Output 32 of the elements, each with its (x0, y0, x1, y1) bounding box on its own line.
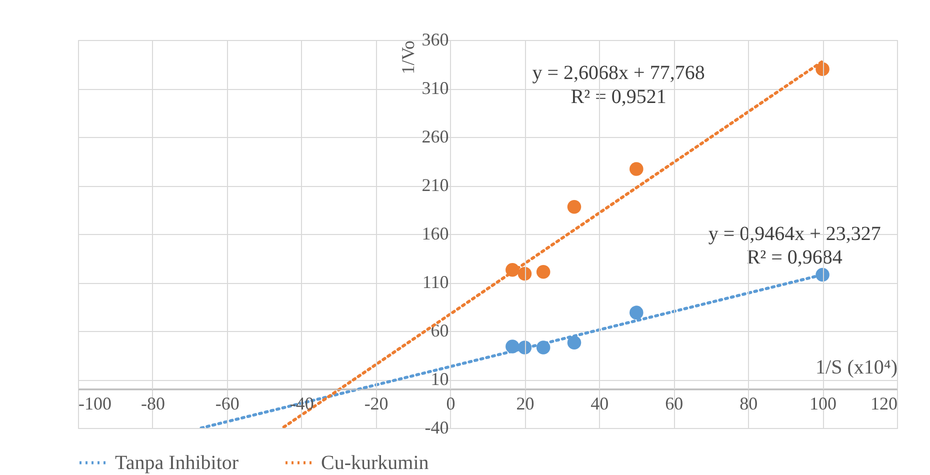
point (567, 336, 582, 350)
y-tick-label: 10 (430, 369, 449, 389)
point (567, 200, 582, 214)
annotation: R² = 0,9684 (746, 246, 842, 268)
x-tick-label: -80 (140, 394, 165, 414)
y-tick-label: 210 (422, 175, 449, 195)
x-tick-label: 80 (740, 394, 758, 414)
y-axis-title: 1/Vo (398, 40, 418, 74)
legend-label: Cu-kurkumin (321, 452, 429, 474)
y-tick-label: 360 (422, 30, 449, 50)
y-tick-label: 310 (422, 78, 449, 98)
x-tick-label: 100 (810, 394, 837, 414)
x-tick-label: 120 (870, 394, 898, 414)
annotation: y = 0,9464x + 23,327 (708, 223, 881, 245)
x-axis-title: 1/S (x10⁴) (816, 356, 898, 379)
legend-label: Tanpa Inhibitor (115, 452, 239, 474)
x-tick-label: -20 (364, 394, 388, 414)
x-tick-label: 0 (446, 394, 456, 414)
x-tick-label: 40 (590, 394, 609, 414)
x-tick-label: -100 (78, 394, 112, 414)
x-tick-label: 20 (516, 394, 534, 414)
y-tick-label: 110 (422, 272, 449, 292)
point (518, 266, 532, 281)
point (630, 306, 644, 320)
y-tick-label: -40 (424, 418, 449, 438)
point (536, 264, 550, 279)
x-tick-label: 60 (665, 394, 684, 414)
point (630, 162, 644, 176)
y-tick-label: 260 (422, 126, 449, 146)
y-tick-label: 160 (422, 224, 449, 244)
annotation: y = 2,6068x + 77,768 (532, 62, 705, 84)
x-tick-label: -60 (215, 394, 240, 414)
